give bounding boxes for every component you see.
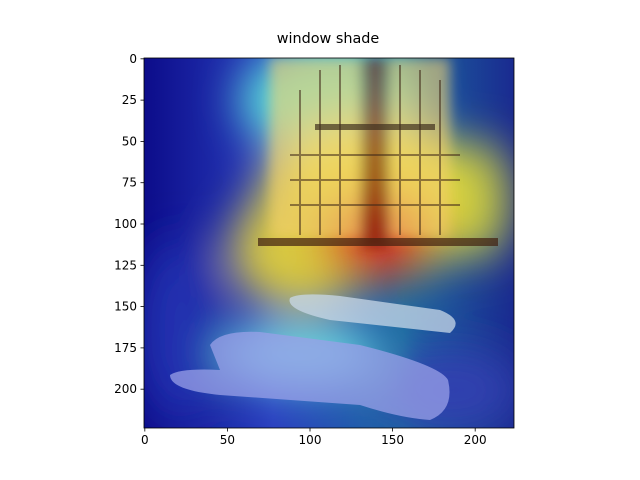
chart-title: window shade (277, 31, 380, 47)
y-tick-label: 100 (114, 217, 137, 231)
x-tick-label: 200 (464, 433, 487, 447)
x-tick-label: 50 (220, 433, 235, 447)
x-tick-label: 150 (381, 433, 404, 447)
x-tick-label: 0 (141, 433, 149, 447)
y-tick-label: 75 (122, 176, 137, 190)
y-tick-label: 50 (122, 134, 137, 148)
y-tick-label: 125 (114, 258, 137, 272)
y-tick-label: 175 (114, 341, 137, 355)
image (144, 58, 514, 428)
axes-frame (143, 57, 515, 429)
y-tick-label: 200 (114, 382, 137, 396)
y-tick-label: 150 (114, 300, 137, 314)
y-tick-label: 25 (122, 93, 137, 107)
x-tick-label: 100 (299, 433, 322, 447)
y-tick-label: 0 (129, 52, 137, 66)
